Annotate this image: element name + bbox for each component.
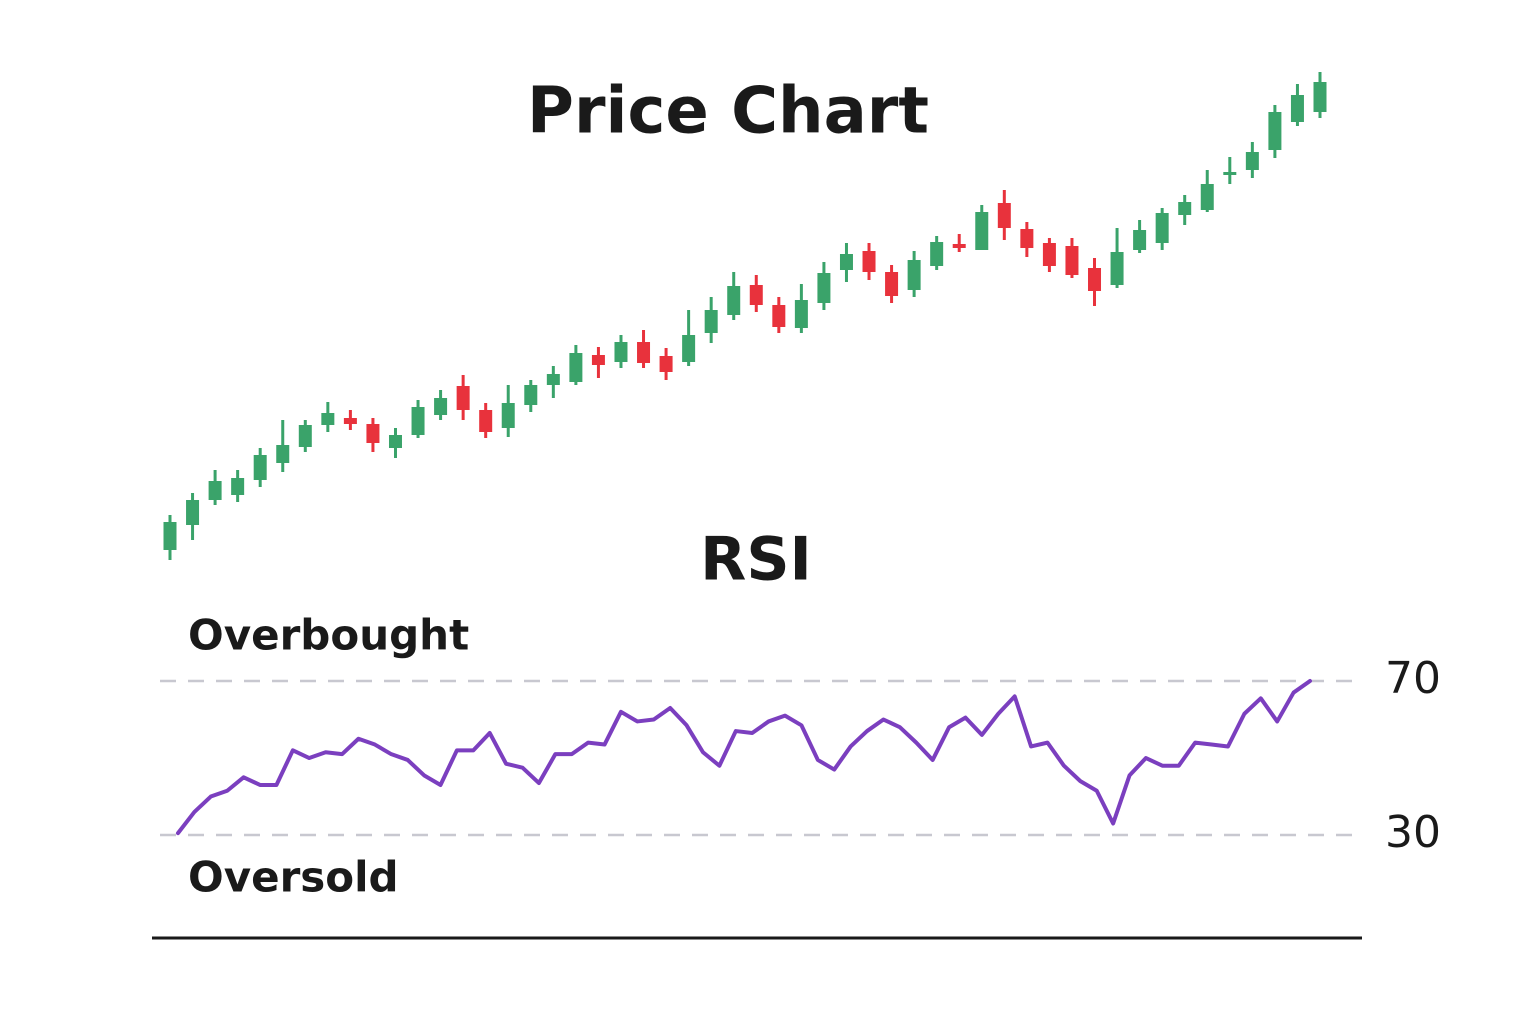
candle-body [749, 285, 763, 305]
candle-body [163, 522, 177, 550]
candle-body [479, 410, 493, 432]
candle-body [772, 305, 786, 327]
candle-body [1088, 268, 1102, 291]
candle-body [231, 478, 245, 495]
candle-body [930, 242, 944, 266]
candle-body [659, 356, 673, 372]
candle-body [208, 481, 222, 500]
candle-body [975, 212, 989, 250]
candle-body [1223, 172, 1237, 175]
candle-body [614, 342, 628, 362]
candle-body [1042, 243, 1056, 266]
candle-body [388, 435, 402, 448]
candle-body [885, 272, 899, 296]
candle-body [907, 260, 921, 290]
candle-body [546, 374, 560, 385]
candle-body [456, 386, 470, 410]
candle-body [501, 403, 515, 428]
candle-body [1065, 246, 1079, 275]
y-tick-label: 30 [1385, 807, 1441, 858]
candle-body [637, 342, 651, 363]
price-title: Price Chart [527, 75, 929, 149]
candle-body [186, 500, 200, 525]
y-tick-label: 70 [1385, 653, 1441, 704]
candle-body [366, 424, 380, 443]
candle-body [997, 203, 1011, 228]
candle-body [1313, 82, 1327, 112]
overbought-label: Overbought [188, 611, 469, 660]
candle-body [817, 273, 831, 303]
candle-body [1268, 112, 1282, 150]
candle-body [1245, 152, 1259, 170]
candle-body [952, 244, 966, 248]
candle-body [1020, 229, 1034, 248]
rsi-title: RSI [700, 525, 812, 595]
candle-body [794, 300, 808, 328]
candle-body [839, 254, 853, 270]
candle-body [276, 445, 290, 463]
candle-body [434, 398, 448, 415]
candle-body [253, 455, 267, 480]
candle-body [1178, 202, 1192, 215]
candle-body [682, 335, 696, 362]
candle-body [1110, 252, 1124, 285]
candle-body [727, 286, 741, 315]
candle-body [524, 385, 538, 405]
candle-body [321, 413, 335, 425]
candle-body [1155, 213, 1169, 243]
rsi-line [176, 679, 1312, 836]
candle-body [1200, 184, 1214, 210]
candle-body [298, 425, 312, 447]
oversold-label: Oversold [188, 853, 399, 902]
candle-body [591, 355, 605, 365]
candle-body [862, 251, 876, 272]
candle-body [569, 353, 583, 382]
candle-body [704, 310, 718, 333]
candle-body [1290, 95, 1304, 122]
candle-body [411, 407, 425, 435]
candle-body [343, 418, 357, 424]
candle-body [1133, 230, 1147, 250]
